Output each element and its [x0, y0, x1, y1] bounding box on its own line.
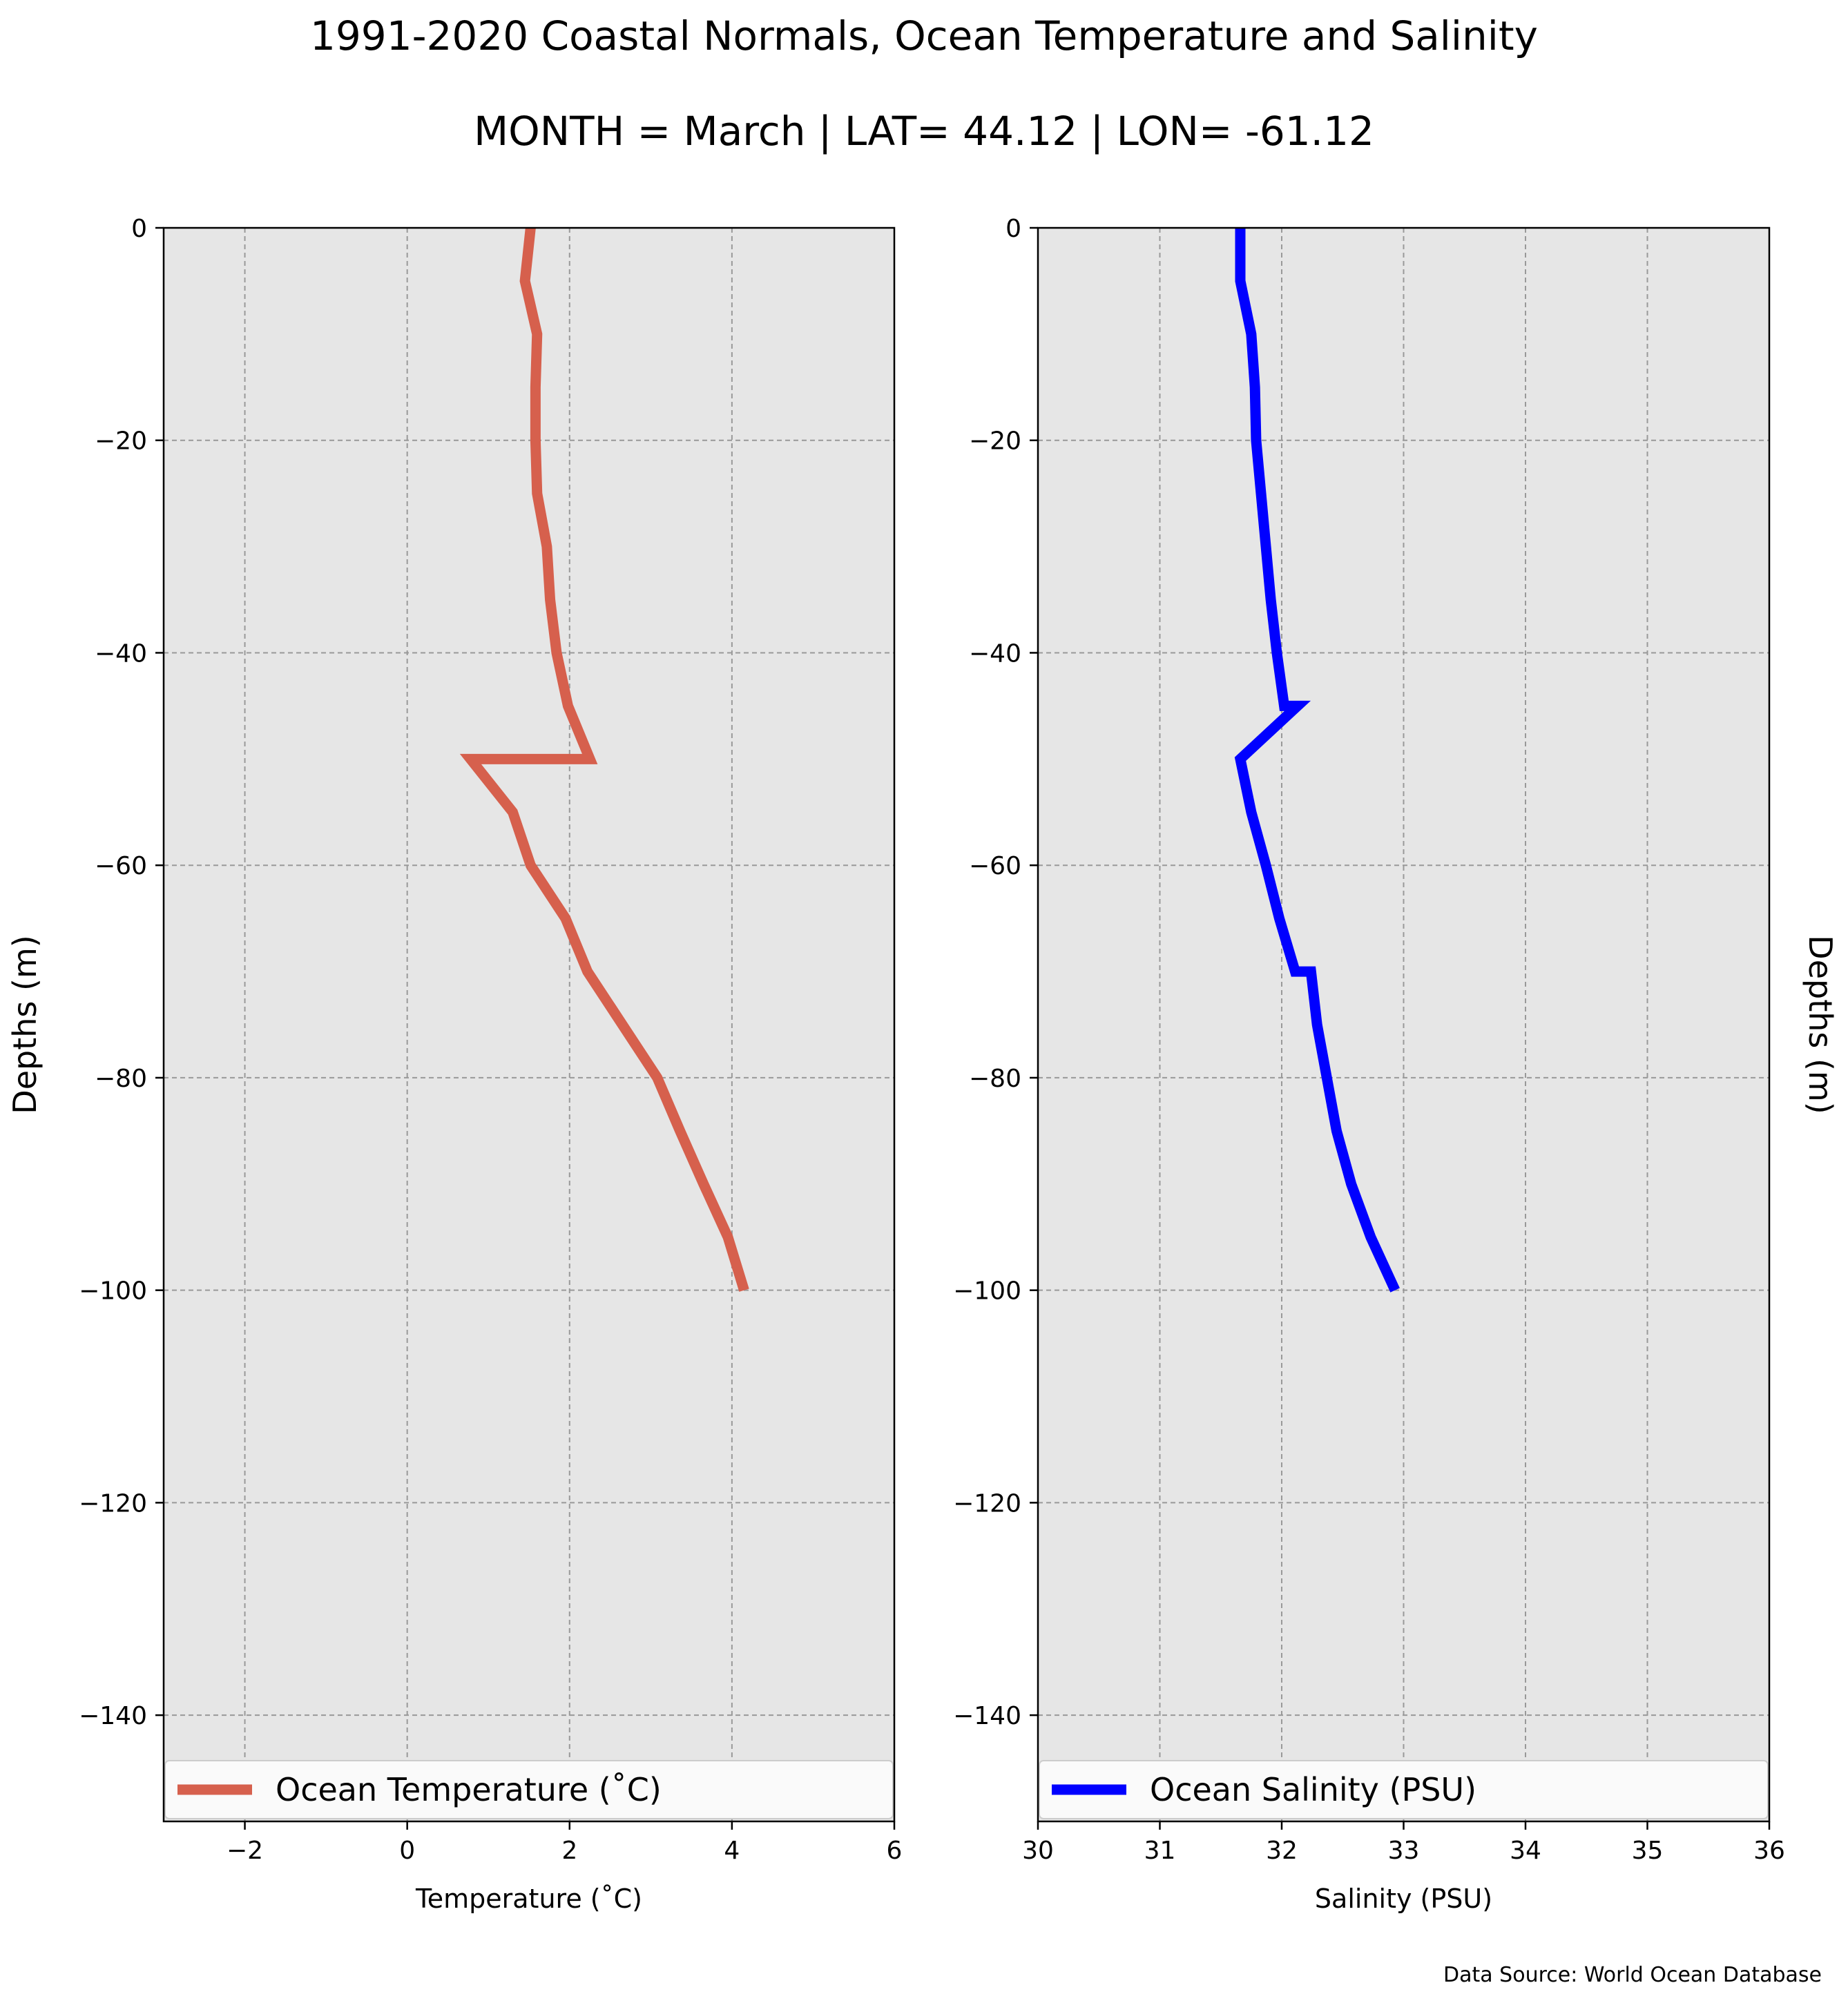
y-tick-label: −140 [79, 1702, 147, 1730]
figure-title: 1991-2020 Coastal Normals, Ocean Tempera… [310, 12, 1538, 59]
y-tick-label: 0 [131, 215, 147, 243]
legend-label: Ocean Temperature (˚C) [276, 1771, 662, 1808]
x-tick-label: 34 [1510, 1837, 1541, 1865]
salinity-panel: Ocean Salinity (PSU) 30 31 32 33 34 35 36 0 −20 −4… [953, 215, 1839, 1914]
y-tick-label: −100 [79, 1277, 147, 1306]
x-tick-label: 31 [1144, 1837, 1176, 1865]
y-tick-label: −140 [953, 1702, 1021, 1730]
temperature-panel: Ocean Temperature (˚C)−2 0 2 4 60−20−40−60−8… [6, 215, 902, 1914]
series-line [1234, 228, 1400, 1293]
y-tick-label: −100 [953, 1277, 1021, 1306]
y-axis-label: Depths (m) [6, 935, 44, 1114]
x-tick-label: 4 [724, 1837, 740, 1865]
source-note: Data Source: World Ocean Database [1443, 1963, 1822, 1987]
y-tick-label: −20 [95, 427, 147, 456]
plot-area [164, 228, 894, 1821]
y-tick-label: −80 [95, 1065, 147, 1093]
figure-subtitle: MONTH = March | LAT= 44.12 | LON= -61.12 [474, 108, 1374, 155]
legend-box [164, 1760, 894, 1819]
y-tick-label: 0 [1005, 215, 1021, 243]
legend: Ocean Salinity (PSU) [1039, 1760, 1769, 1819]
y-tick-label: −120 [79, 1489, 147, 1518]
series-line [459, 227, 749, 1292]
y-tick-label: −40 [969, 639, 1021, 668]
x-axis-label: Temperature (˚C) [415, 1884, 642, 1914]
x-tick-label: 32 [1266, 1837, 1298, 1865]
x-tick-label: 30 [1022, 1837, 1054, 1865]
x-tick-label: −2 [227, 1837, 263, 1865]
x-tick-label: 33 [1388, 1837, 1420, 1865]
legend-label: Ocean Salinity (PSU) [1150, 1771, 1476, 1808]
legend-box [1039, 1760, 1769, 1819]
x-tick-label: 35 [1632, 1837, 1664, 1865]
y-tick-label: −60 [95, 852, 147, 880]
x-tick-label: 36 [1753, 1837, 1785, 1865]
y-tick-label: −80 [969, 1065, 1021, 1093]
x-tick-label: 6 [887, 1837, 903, 1865]
y-axis-label: Depths (m) [1802, 935, 1839, 1114]
legend: Ocean Temperature (˚C) [164, 1760, 894, 1819]
y-tick-label: −20 [969, 427, 1021, 456]
axes-frame [162, 226, 896, 1823]
y-tick-label: −120 [953, 1489, 1021, 1518]
x-tick-label: 0 [399, 1837, 415, 1865]
x-axis-label: Salinity (PSU) [1315, 1884, 1492, 1914]
x-tick-label: 2 [561, 1837, 577, 1865]
y-tick-label: −40 [95, 639, 147, 668]
y-tick-label: −60 [969, 852, 1021, 880]
